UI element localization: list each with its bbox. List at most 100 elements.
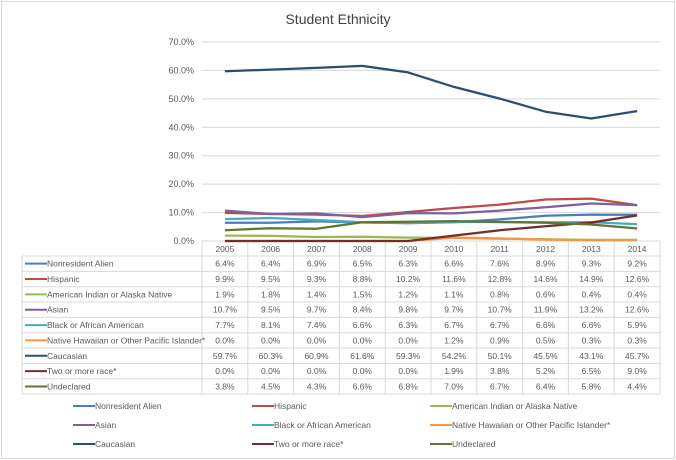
- data-label: 6.4%: [215, 259, 235, 269]
- data-label: 0.0%: [215, 366, 235, 376]
- data-label: 0.0%: [398, 366, 418, 376]
- data-label: 54.2%: [442, 351, 467, 361]
- legend-label: Native Hawaiian or Other Pacific Islande…: [452, 420, 611, 430]
- data-label: 0.0%: [353, 366, 373, 376]
- data-label: 4.4%: [627, 381, 647, 391]
- data-label: 6.3%: [398, 320, 418, 330]
- data-label: 60.9%: [304, 351, 329, 361]
- row-series-name: Caucasian: [47, 351, 87, 361]
- data-label: 6.3%: [398, 259, 418, 269]
- legend-label: American Indian or Alaska Native: [452, 401, 578, 411]
- data-label: 9.3%: [582, 259, 602, 269]
- table-row: American Indian or Alaska Native 1.9% 1.8%…: [25, 289, 647, 299]
- data-label: 9.5%: [261, 274, 281, 284]
- data-label: 5.8%: [582, 381, 602, 391]
- data-label: 5.9%: [627, 320, 647, 330]
- data-label: 6.7%: [444, 320, 464, 330]
- legend-label: Undeclared: [452, 439, 496, 449]
- data-label: 0.0%: [353, 335, 373, 345]
- legend-swatch: [73, 405, 95, 407]
- data-label: 1.9%: [215, 289, 235, 299]
- data-label: 60.3%: [259, 351, 284, 361]
- data-label: 8.9%: [536, 259, 556, 269]
- data-label: 13.2%: [579, 305, 604, 315]
- table-row: Caucasian 59.7% 60.3% 60.9% 61.6% 59.3% 54.2% 5…: [25, 351, 650, 361]
- legend-item: Black or African American: [252, 420, 371, 430]
- x-category-label: 2012: [536, 244, 555, 254]
- series-line-asian: [224, 202, 638, 219]
- legend-label: Nonresident Alien: [95, 401, 162, 411]
- row-series-name: Asian: [47, 305, 69, 315]
- data-label: 9.2%: [627, 259, 647, 269]
- data-label: 8.1%: [261, 320, 281, 330]
- data-label: 11.9%: [534, 305, 558, 315]
- data-label: 1.4%: [307, 289, 327, 299]
- x-category-label: 2007: [307, 244, 326, 254]
- legend-swatch: [430, 443, 452, 445]
- data-label: 6.6%: [353, 320, 373, 330]
- table-row: Asian 10.7% 9.5% 9.7% 8.4% 9.8% 9.7% 10.7% 11.9%…: [25, 305, 650, 315]
- data-label: 1.2%: [444, 335, 464, 345]
- series-line-caucasian: [224, 64, 638, 120]
- data-label: 45.5%: [533, 351, 558, 361]
- data-label: 4.5%: [261, 381, 281, 391]
- data-label: 43.1%: [579, 351, 604, 361]
- data-label: 45.7%: [625, 351, 650, 361]
- data-label: 6.9%: [307, 259, 327, 269]
- data-label: 12.8%: [488, 274, 513, 284]
- legend-label: Black or African American: [274, 420, 371, 430]
- data-label: 9.0%: [627, 366, 647, 376]
- data-label: 9.7%: [307, 305, 327, 315]
- y-tick-label: 50.0%: [168, 94, 194, 104]
- data-label: 14.9%: [579, 274, 604, 284]
- data-label: 7.4%: [307, 320, 327, 330]
- data-label: 9.9%: [215, 274, 235, 284]
- legend-swatch: [430, 424, 452, 426]
- x-category-label: 2006: [261, 244, 280, 254]
- legend-label: Hispanic: [274, 401, 307, 411]
- data-label: 0.0%: [307, 335, 327, 345]
- data-label: 8.4%: [353, 305, 373, 315]
- x-category-label: 2011: [491, 244, 510, 254]
- data-label: 3.8%: [215, 381, 235, 391]
- legend-item: Hispanic: [252, 401, 307, 411]
- y-tick-label: 0.0%: [173, 236, 194, 246]
- legend-label: Two or more race*: [274, 439, 344, 449]
- x-category-label: 2010: [444, 244, 463, 254]
- data-label: 0.4%: [582, 289, 602, 299]
- data-label: 6.7%: [490, 381, 510, 391]
- data-label: 7.0%: [444, 381, 464, 391]
- series-lines: [224, 64, 638, 243]
- legend-item: Two or more race*: [252, 439, 343, 449]
- data-label: 0.9%: [490, 335, 510, 345]
- x-category-label: 2014: [628, 244, 647, 254]
- data-label: 6.6%: [444, 259, 464, 269]
- legend-item: Asian: [73, 420, 116, 430]
- x-category-label: 2005: [215, 244, 234, 254]
- data-label: 59.7%: [213, 351, 238, 361]
- legend-item: American Indian or Alaska Native: [430, 401, 577, 411]
- legend-item: Native Hawaiian or Other Pacific Islande…: [430, 420, 610, 430]
- legend-item: Nonresident Alien: [73, 401, 162, 411]
- data-label: 5.2%: [536, 366, 556, 376]
- row-series-name: Black or African American: [47, 320, 144, 330]
- legend-item: Caucasian: [73, 439, 135, 449]
- x-category-label: 2013: [582, 244, 601, 254]
- data-label: 11.6%: [442, 274, 466, 284]
- data-label: 0.4%: [627, 289, 647, 299]
- series-line-undeclared: [224, 219, 638, 232]
- data-label: 9.5%: [261, 305, 281, 315]
- legend-swatch: [73, 443, 95, 445]
- data-label: 6.4%: [261, 259, 281, 269]
- data-label: 12.6%: [625, 305, 650, 315]
- data-label: 0.0%: [398, 335, 418, 345]
- data-label: 10.2%: [396, 274, 421, 284]
- data-label: 0.0%: [215, 335, 235, 345]
- row-series-name: Native Hawaiian or Other Pacific Islande…: [47, 335, 206, 345]
- row-series-name: Two or more race*: [47, 366, 117, 376]
- data-label: 50.1%: [488, 351, 513, 361]
- data-label: 6.6%: [536, 320, 556, 330]
- data-label: 4.3%: [307, 381, 327, 391]
